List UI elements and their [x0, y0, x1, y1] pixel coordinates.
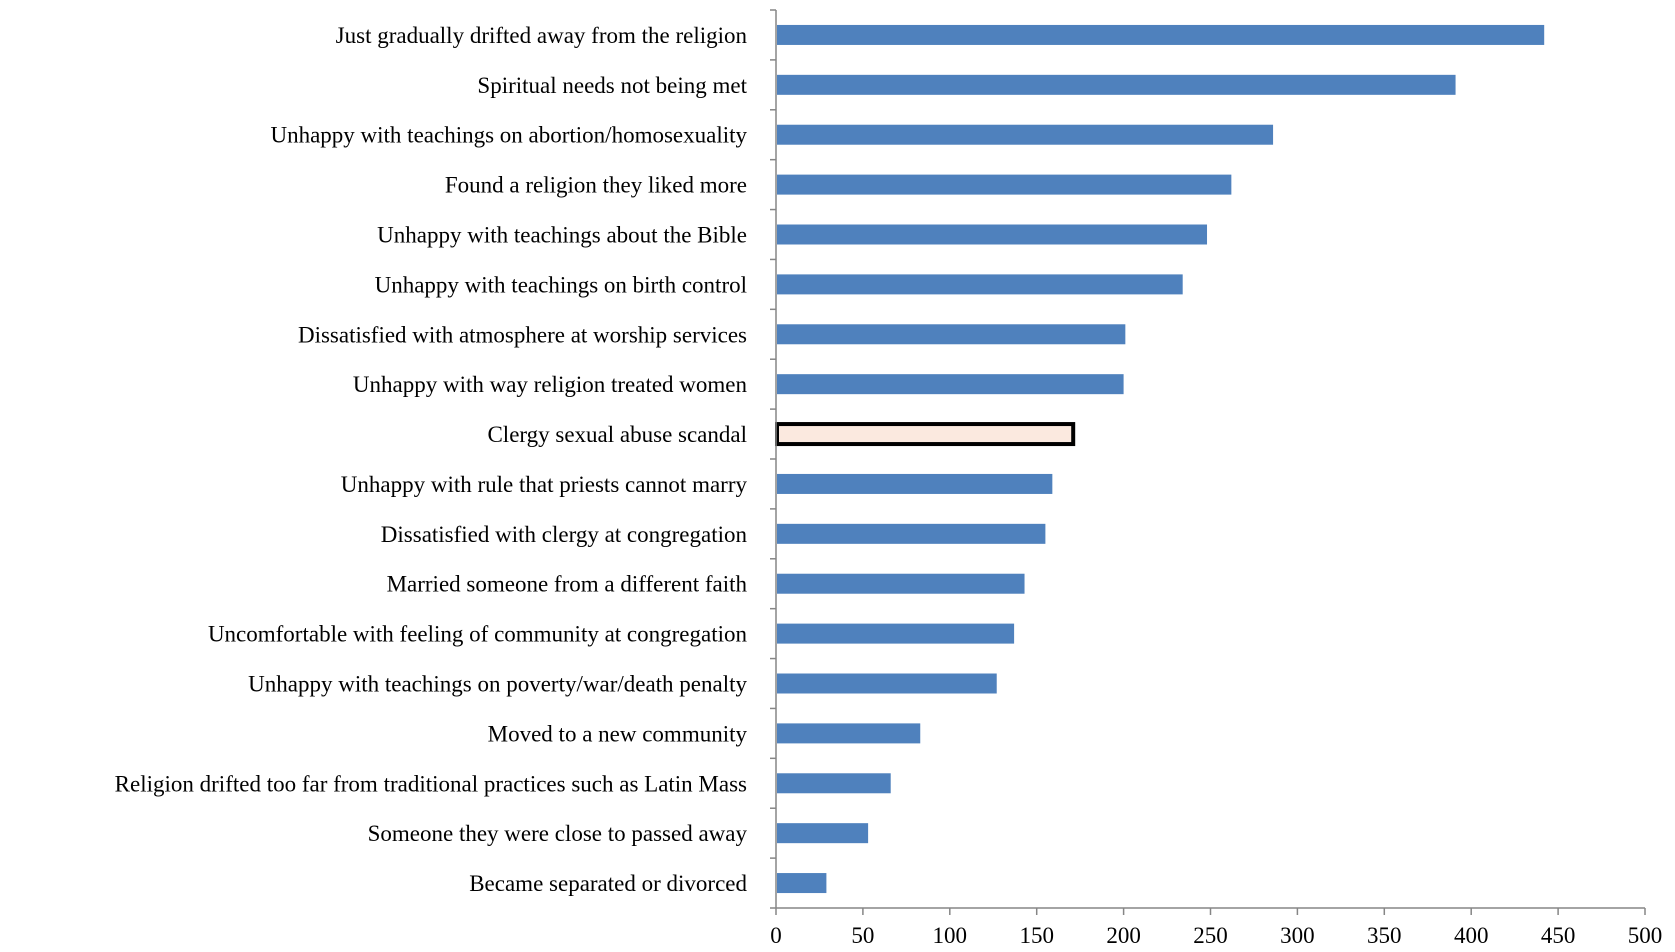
axes-group [770, 9, 1646, 915]
category-label-religion-drifted-too-far-from-traditional-practices-such-as-latin-mass: Religion drifted too far from traditiona… [115, 771, 747, 796]
x-tick-labels: 0 50 100 150 200 250 300 350 400 450 500 [770, 923, 1662, 948]
x-tick-label-300: 300 [1280, 923, 1315, 948]
bar-religion-drifted-too-far-from-traditional-practices-such-as-latin-mass [777, 773, 891, 794]
bar-unhappy-with-way-religion-treated-women [777, 374, 1124, 395]
bar-found-a-religion-they-liked-more [777, 174, 1232, 195]
bar-spiritual-needs-not-being-met [777, 74, 1456, 95]
category-label-just-gradually-drifted-away-from-the-religion: Just gradually drifted away from the rel… [336, 23, 748, 48]
category-label-dissatisfied-with-atmosphere-at-worship-services: Dissatisfied with atmosphere at worship … [298, 322, 747, 347]
category-label-unhappy-with-rule-that-priests-cannot-marry: Unhappy with rule that priests cannot ma… [341, 472, 748, 497]
category-label-unhappy-with-teachings-about-the-bible: Unhappy with teachings about the Bible [377, 223, 747, 248]
category-label-dissatisfied-with-clergy-at-congregation: Dissatisfied with clergy at congregation [381, 522, 748, 547]
x-tick-label-400: 400 [1454, 923, 1489, 948]
x-tick-label-350: 350 [1367, 923, 1402, 948]
category-label-clergy-sexual-abuse-scandal: Clergy sexual abuse scandal [487, 422, 747, 447]
x-tick-label-50: 50 [851, 923, 874, 948]
x-tick-label-450: 450 [1541, 923, 1576, 948]
category-label-someone-they-were-close-to-passed-away: Someone they were close to passed away [368, 821, 748, 846]
bar-dissatisfied-with-clergy-at-congregation [777, 523, 1046, 544]
category-label-spiritual-needs-not-being-met: Spiritual needs not being met [477, 73, 747, 98]
bar-became-separated-or-divorced [777, 873, 827, 894]
bar-someone-they-were-close-to-passed-away [777, 823, 869, 844]
category-label-moved-to-a-new-community: Moved to a new community [488, 721, 748, 746]
x-tick-label-0: 0 [770, 923, 782, 948]
category-label-unhappy-with-way-religion-treated-women: Unhappy with way religion treated women [353, 372, 748, 397]
bar-married-someone-from-a-different-faith [777, 573, 1025, 594]
bar-unhappy-with-teachings-on-abortion-homosexuality [777, 124, 1274, 145]
x-tick-label-200: 200 [1106, 923, 1141, 948]
category-label-unhappy-with-teachings-on-birth-control: Unhappy with teachings on birth control [375, 272, 747, 297]
category-label-married-someone-from-a-different-faith: Married someone from a different faith [387, 572, 748, 597]
x-tick-label-100: 100 [933, 923, 968, 948]
bar-unhappy-with-teachings-on-poverty-war-death-penalty [777, 673, 997, 694]
bar-moved-to-a-new-community [777, 723, 921, 744]
x-tick-label-150: 150 [1019, 923, 1054, 948]
bar-unhappy-with-rule-that-priests-cannot-marry [777, 473, 1053, 494]
category-label-found-a-religion-they-liked-more: Found a religion they liked more [445, 173, 747, 198]
bar-unhappy-with-teachings-on-birth-control [777, 274, 1183, 295]
bar-dissatisfied-with-atmosphere-at-worship-services [777, 324, 1126, 345]
category-label-unhappy-with-teachings-on-poverty-war-death-penalty: Unhappy with teachings on poverty/war/de… [248, 672, 747, 697]
category-label-unhappy-with-teachings-on-abortion-homosexuality: Unhappy with teachings on abortion/homos… [270, 123, 747, 148]
category-label-uncomfortable-with-feeling-of-community-at-congregation: Uncomfortable with feeling of community … [208, 622, 748, 647]
category-labels: Just gradually drifted away from the rel… [115, 23, 748, 896]
bar-just-gradually-drifted-away-from-the-religion [777, 24, 1545, 45]
x-tick-label-250: 250 [1193, 923, 1228, 948]
bar-uncomfortable-with-feeling-of-community-at-congregation [777, 623, 1015, 644]
bar-clergy-sexual-abuse-scandal [775, 422, 1076, 447]
category-label-became-separated-or-divorced: Became separated or divorced [469, 871, 747, 896]
bars-group [775, 24, 1545, 894]
bar-unhappy-with-teachings-about-the-bible [777, 224, 1208, 245]
x-tick-label-500: 500 [1628, 923, 1663, 948]
